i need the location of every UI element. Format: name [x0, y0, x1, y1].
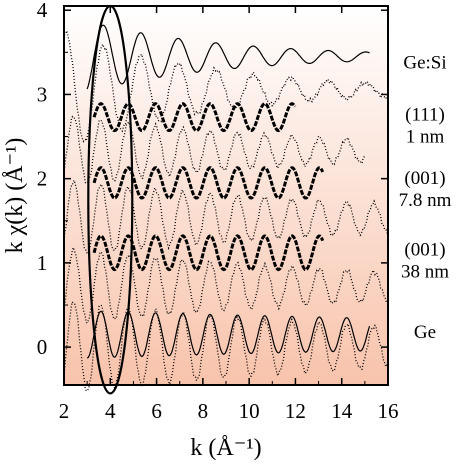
annotation-label-2: (111) 1 nm — [405, 105, 445, 148]
series-4-dotted-line — [63, 115, 366, 184]
y-tick-label: 0 — [37, 335, 48, 359]
x-tick-label: 16 — [378, 399, 399, 423]
x-tick-label: 4 — [105, 399, 116, 423]
x-tick-label: 14 — [331, 399, 353, 423]
x-tick-label: 10 — [239, 399, 260, 423]
annotation-line: 7.8 nm — [399, 190, 452, 211]
x-axis-title: k (Å⁻¹) — [190, 435, 261, 461]
series-3-dashed-line — [92, 102, 297, 133]
y-axis-title: k χ(k) (Å⁻¹) — [2, 138, 28, 254]
annotation-line: (001) — [404, 168, 445, 189]
annotation-line: 38 nm — [401, 261, 449, 282]
annotation-label-1: Ge:Si — [403, 52, 446, 73]
series-8-dotted-line — [63, 245, 389, 325]
annotation-line: 1 nm — [406, 127, 445, 148]
annotation-line: Ge — [414, 322, 436, 343]
annotation-label-3: (001) 7.8 nm — [399, 168, 452, 211]
annotation-line: Ge:Si — [403, 52, 446, 73]
y-tick-label: 3 — [37, 82, 48, 106]
x-tick-label: 2 — [59, 399, 70, 423]
y-tick-label: 4 — [37, 0, 48, 22]
x-tick-label: 12 — [285, 399, 306, 423]
x-tick-label: 8 — [198, 399, 209, 423]
annotation-line: (001) — [404, 239, 445, 260]
series-9-solid-line — [86, 310, 371, 359]
y-tick-label: 1 — [37, 251, 48, 275]
series-1-solid-line — [86, 24, 370, 90]
series-2-dotted-line — [63, 28, 389, 143]
x-tick-label: 6 — [151, 399, 162, 423]
annotation-label-4: (001) 38 nm — [401, 239, 449, 282]
annotation-label-5: Ge — [414, 322, 436, 343]
annotation-line: (111) — [405, 105, 445, 126]
y-tick-label: 2 — [37, 167, 48, 191]
